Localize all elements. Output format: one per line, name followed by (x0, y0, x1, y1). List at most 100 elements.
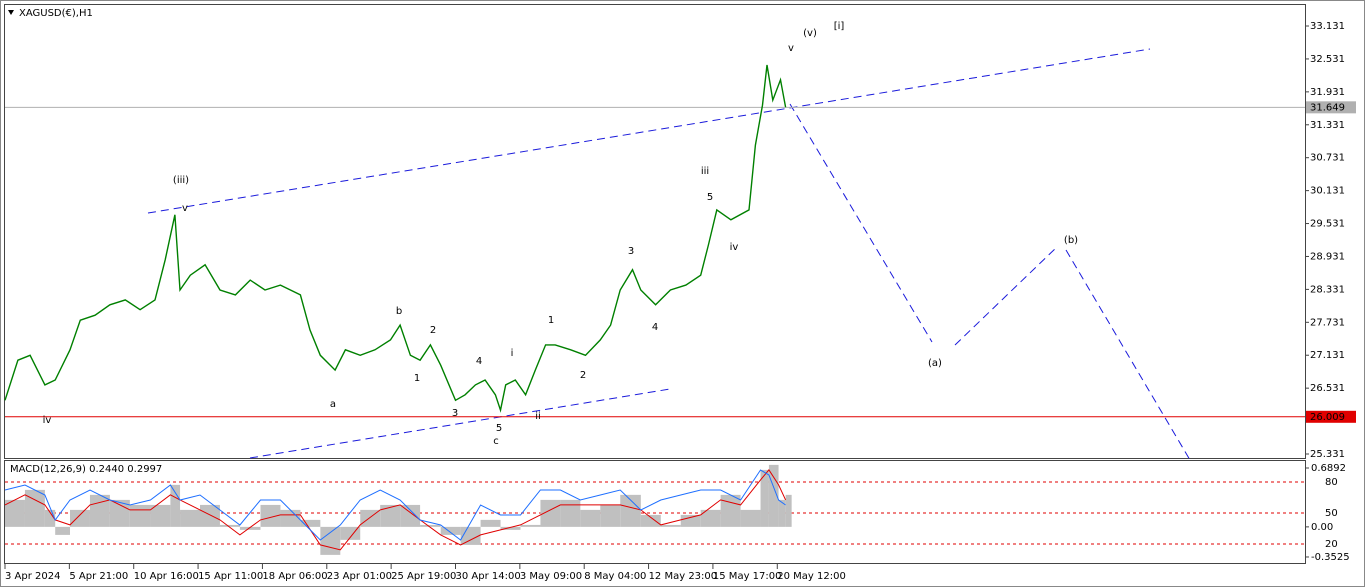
histogram-bar (170, 484, 181, 527)
histogram-bar (400, 504, 421, 527)
histogram-bar (620, 494, 641, 527)
histogram-bar (380, 504, 401, 527)
histogram-bar (260, 504, 281, 527)
wave-label: a (330, 399, 336, 410)
wave-label: (v) (803, 28, 817, 39)
x-tick-label: 25 Apr 19:00 (391, 571, 456, 582)
histogram-bar (680, 514, 701, 527)
wave-label: ii (535, 411, 541, 422)
level-tag (1306, 410, 1356, 423)
y-tick-label: 0.6892 (1311, 463, 1346, 474)
histogram-bar (5, 499, 25, 527)
trend-line (249, 388, 671, 459)
histogram-bar (760, 469, 769, 527)
x-tick-label: 30 Apr 14:00 (455, 571, 520, 582)
histogram-bar (720, 494, 741, 527)
histogram-bar (768, 464, 779, 527)
x-tick-label: 12 May 23:00 (649, 571, 718, 582)
histogram-bar (740, 509, 761, 527)
wave-label: b (396, 306, 402, 317)
wave-label: 5 (707, 192, 713, 203)
histogram-bar (500, 526, 521, 530)
y-tick-label: 29.531 (1310, 219, 1345, 230)
histogram-bar (24, 489, 45, 527)
wave-label: 3 (628, 246, 634, 257)
wave-label: v (788, 43, 794, 54)
x-tick-label: 18 Apr 06:00 (262, 571, 327, 582)
y-tick-label: 31.331 (1310, 120, 1345, 131)
histogram-bar (70, 509, 90, 527)
drawings (147, 48, 1191, 461)
wave-label: iv (730, 242, 739, 253)
indicator-line (4, 469, 787, 551)
price-label: 31.649 (1310, 102, 1345, 113)
wave-label: 2 (580, 370, 586, 381)
y-tick-label: 33.131 (1310, 21, 1345, 32)
wave-label: 4 (652, 322, 658, 333)
y-tick-label: 30.731 (1310, 153, 1345, 164)
x-tick-label: 3 Apr 2024 (5, 571, 60, 582)
histogram-bar (700, 509, 721, 527)
histogram-bar (778, 499, 786, 527)
histogram-bar (150, 504, 171, 527)
histogram-bar (200, 504, 220, 527)
y2-tick-label: 80 (1325, 477, 1338, 488)
histogram-bar (480, 519, 501, 527)
wave-label: (b) (1064, 235, 1078, 246)
x-tick-label: 3 May 09:00 (520, 571, 582, 582)
wave-label: i (511, 348, 514, 359)
y-tick-label: 27.731 (1310, 317, 1345, 328)
wave-label: [i] (834, 21, 845, 32)
price-line-series (4, 64, 787, 413)
histogram-bar (180, 509, 200, 527)
x-tick-label: 20 May 12:00 (777, 571, 846, 582)
x-tick-label: 5 Apr 21:00 (69, 571, 128, 582)
wave-label: (a) (928, 358, 942, 369)
indicator-line (4, 469, 786, 541)
macd-title: MACD(12,26,9) 0.2440 0.2997 (10, 464, 162, 475)
y-tick-label: 32.531 (1310, 54, 1345, 65)
histogram-bar (89, 494, 110, 527)
histogram-bar (660, 524, 681, 527)
macd-pane (4, 460, 1306, 564)
histogram-bar (129, 504, 151, 527)
level-label: 26.009 (1310, 412, 1345, 423)
wave-label: (iii) (173, 175, 189, 186)
x-tick-label: 15 Apr 11:00 (198, 571, 263, 582)
histogram-bar (109, 499, 130, 527)
y-tick-label: 28.331 (1310, 284, 1345, 295)
wave-label: v (182, 203, 188, 214)
y-tick-label: 25.331 (1310, 449, 1345, 460)
x-tick-label: 8 May 04:00 (584, 571, 646, 582)
histogram-bar (580, 509, 601, 527)
wave-label: iv (43, 415, 52, 426)
x-tick-label: 23 Apr 01:00 (327, 571, 392, 582)
projection (789, 103, 933, 343)
histogram-bar (785, 494, 792, 527)
wave-label: iii (701, 166, 709, 177)
y-tick-label: 26.531 (1310, 383, 1345, 394)
wave-label: 1 (414, 373, 420, 384)
wave-label: 2 (430, 325, 436, 336)
y-tick-label: -0.3525 (1311, 552, 1350, 563)
projection (954, 245, 1059, 346)
histogram-bar (44, 509, 56, 527)
histogram-bar (600, 504, 621, 527)
price-pane (4, 4, 1306, 459)
y-tick-label: 0.00 (1311, 522, 1333, 533)
wave-label: 1 (548, 315, 554, 326)
y-tick-label: 28.931 (1310, 251, 1345, 262)
histogram-bar (300, 519, 321, 527)
histogram-bar (520, 524, 541, 527)
y-tick-label: 31.931 (1310, 87, 1345, 98)
histogram-bar (219, 524, 240, 527)
y2-tick-label: 20 (1325, 539, 1338, 550)
histogram-bar (640, 514, 661, 527)
histogram-bar (239, 526, 261, 530)
histogram-bar (55, 526, 70, 535)
x-tick-label: 15 May 17:00 (713, 571, 782, 582)
y-tick-label: 30.131 (1310, 186, 1345, 197)
histogram-bar (540, 499, 561, 527)
